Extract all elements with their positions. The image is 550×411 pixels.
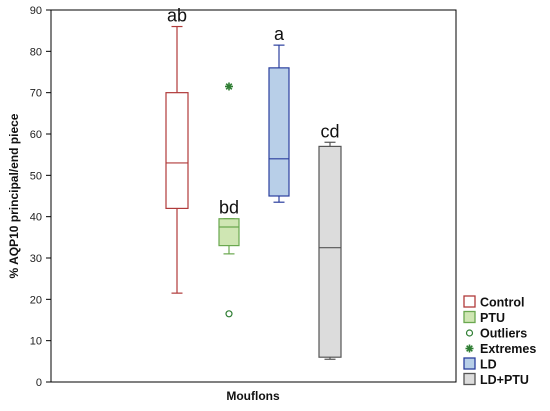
box-ld: a bbox=[268, 24, 290, 203]
y-tick-label: 60 bbox=[30, 129, 42, 141]
legend-label: Extremes bbox=[480, 342, 536, 356]
y-axis-ticks: 0 10 20 30 40 50 60 70 80 90 bbox=[30, 5, 51, 389]
significance-letter: cd bbox=[320, 121, 339, 141]
y-tick-label: 90 bbox=[30, 5, 42, 17]
legend-item-ld-ptu: LD+PTU bbox=[463, 372, 529, 387]
legend-label: Control bbox=[480, 296, 524, 310]
box-ptu: bd bbox=[218, 82, 240, 318]
extreme-marker bbox=[466, 345, 473, 352]
legend-item-control: Control bbox=[463, 295, 524, 310]
y-tick-label: 40 bbox=[30, 212, 42, 224]
box-iqr bbox=[218, 218, 240, 247]
extreme-marker bbox=[225, 83, 233, 90]
y-tick-label: 70 bbox=[30, 88, 42, 100]
y-tick-label: 50 bbox=[30, 170, 42, 182]
legend-label: Outliers bbox=[480, 327, 527, 341]
legend-label: LD bbox=[480, 358, 497, 372]
y-tick-label: 80 bbox=[30, 46, 42, 58]
significance-letter: bd bbox=[219, 198, 239, 218]
y-tick-label: 20 bbox=[30, 294, 42, 306]
box-ld-ptu: cd bbox=[318, 121, 342, 360]
box-control: ab bbox=[165, 6, 189, 294]
box-iqr bbox=[318, 145, 342, 358]
legend-item-ld: LD bbox=[463, 357, 497, 372]
y-tick-label: 30 bbox=[30, 253, 42, 265]
y-axis-title: % AQP10 principal/end piece bbox=[7, 113, 21, 278]
legend-item-extremes: Extremes bbox=[465, 342, 536, 356]
plot-frame bbox=[50, 9, 457, 383]
outlier-marker bbox=[225, 310, 233, 318]
legend-item-ptu: PTU bbox=[463, 310, 505, 325]
box-iqr bbox=[268, 67, 290, 197]
box-series: ab bd a cd bbox=[165, 6, 342, 360]
x-axis-title: Mouflons bbox=[226, 389, 280, 403]
legend-swatch bbox=[463, 295, 476, 308]
y-tick-label: 10 bbox=[30, 336, 42, 348]
y-tick-label: 0 bbox=[36, 377, 42, 389]
legend-item-outliers: Outliers bbox=[465, 327, 527, 341]
legend-label: PTU bbox=[480, 311, 505, 325]
legend-swatch bbox=[463, 372, 476, 386]
legend-swatch bbox=[463, 310, 476, 324]
legend-swatch bbox=[463, 357, 476, 370]
legend-outlier-icon bbox=[465, 329, 474, 337]
box-iqr bbox=[165, 92, 189, 209]
legend-label: LD+PTU bbox=[480, 373, 529, 387]
significance-letter: a bbox=[274, 24, 285, 44]
significance-letter: ab bbox=[167, 6, 187, 26]
